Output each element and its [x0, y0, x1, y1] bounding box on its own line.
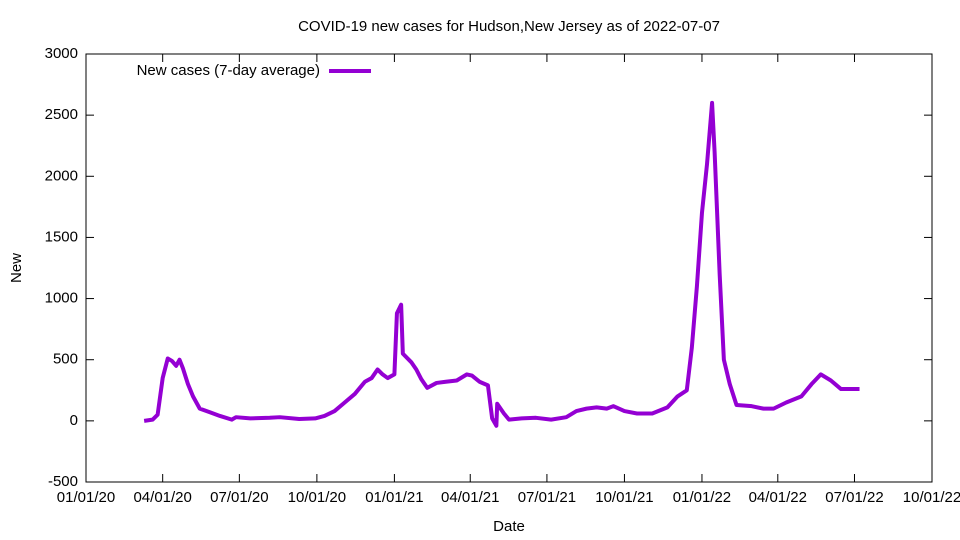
x-tick-label: 01/01/22	[673, 489, 731, 506]
y-tick-label: -500	[48, 473, 78, 490]
x-tick-label: 01/01/21	[365, 489, 423, 506]
y-tick-label: 2500	[45, 106, 78, 123]
x-tick-label: 04/01/21	[441, 489, 499, 506]
series-line	[143, 100, 860, 428]
chart-title: COVID-19 new cases for Hudson,New Jersey…	[298, 18, 720, 35]
y-axis-label: New	[8, 253, 25, 283]
x-tick-label: 10/01/20	[288, 489, 346, 506]
x-tick-label: 10/01/22	[903, 489, 960, 506]
y-tick-label: 0	[70, 412, 78, 429]
x-tick-label: 07/01/21	[518, 489, 576, 506]
x-axis-label: Date	[493, 518, 525, 535]
y-tick-label: 1500	[45, 228, 78, 245]
x-tick-label: 10/01/21	[595, 489, 653, 506]
plot-frame	[85, 53, 933, 483]
y-tick-label: 3000	[45, 45, 78, 62]
y-tick-label: 1000	[45, 290, 78, 307]
x-tick-label: 07/01/22	[825, 489, 883, 506]
y-tick-label: 500	[53, 351, 78, 368]
x-tick-label: 04/01/22	[749, 489, 807, 506]
x-tick-label: 04/01/20	[133, 489, 191, 506]
legend-label: New cases (7-day average)	[137, 62, 320, 79]
y-tick-label: 2000	[45, 167, 78, 184]
x-tick-label: 07/01/20	[210, 489, 268, 506]
x-tick-label: 01/01/20	[57, 489, 115, 506]
